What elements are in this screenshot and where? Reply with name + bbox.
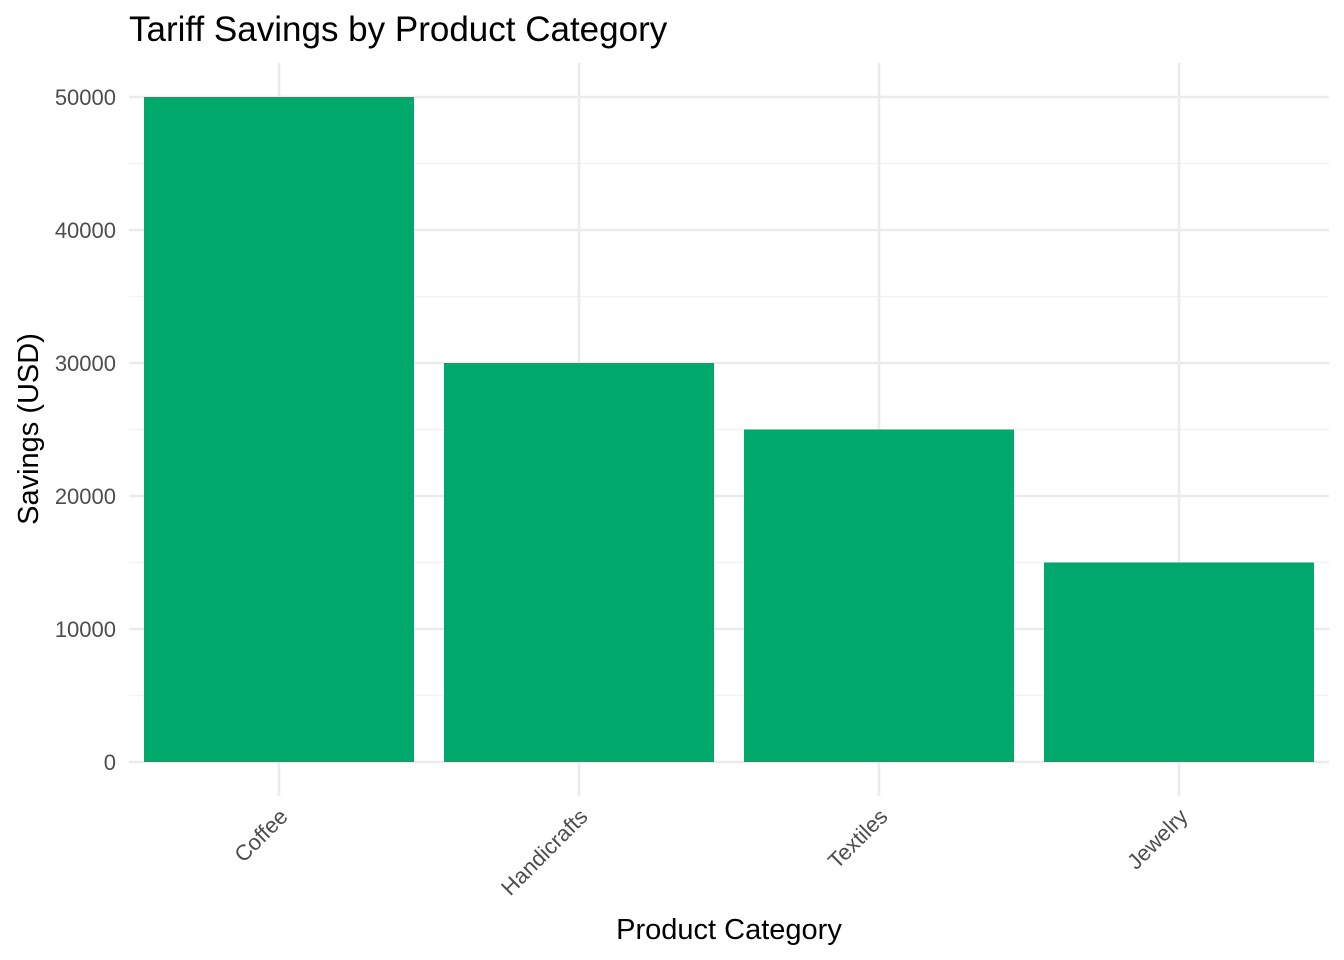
y-tick-label: 40000 [55, 218, 116, 243]
bars-layer [144, 97, 1314, 762]
x-tick-label: Textiles [823, 804, 893, 874]
y-tick-label: 0 [104, 750, 116, 775]
x-axis-ticks: Coffee Handicrafts Textiles Jewelry [229, 804, 1192, 900]
x-tick-label: Coffee [229, 804, 292, 867]
bar-jewelry [1044, 562, 1314, 762]
y-axis-title: Savings (USD) [13, 333, 45, 525]
x-tick-label: Jewelry [1122, 804, 1192, 874]
x-tick-label: Handicrafts [496, 804, 592, 900]
chart-title: Tariff Savings by Product Category [129, 10, 668, 49]
bar-textiles [744, 429, 1014, 762]
bar-coffee [144, 97, 414, 762]
y-tick-label: 30000 [55, 351, 116, 376]
y-tick-label: 20000 [55, 484, 116, 509]
y-tick-label: 10000 [55, 617, 116, 642]
x-axis-title: Product Category [616, 914, 842, 946]
y-axis-ticks: 0 10000 20000 30000 40000 50000 [55, 85, 116, 775]
y-tick-label: 50000 [55, 85, 116, 110]
bar-handicrafts [444, 363, 714, 762]
